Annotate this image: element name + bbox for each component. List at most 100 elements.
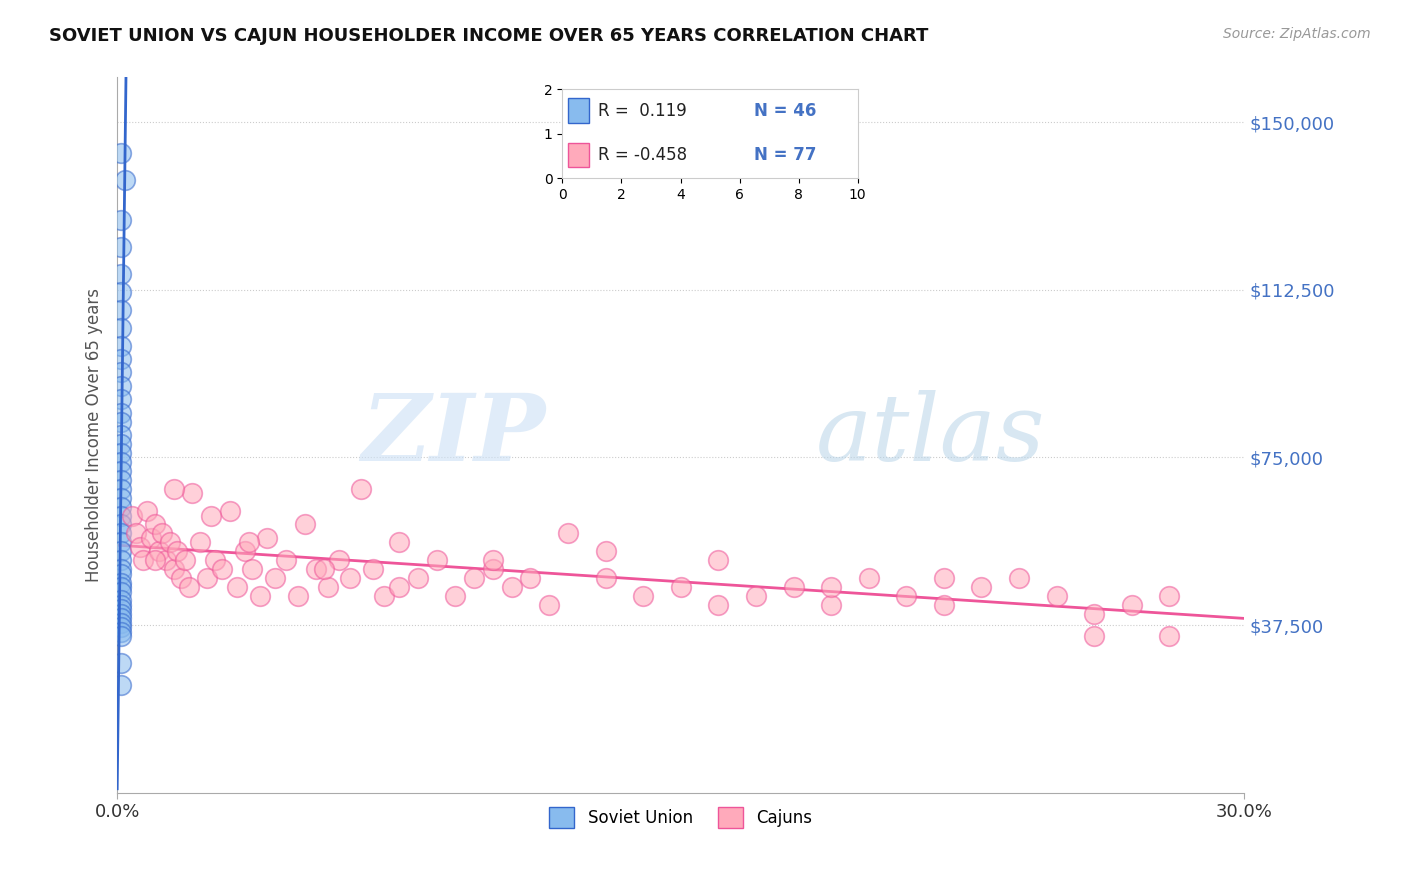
Point — [110, 584, 132, 599]
Point — [932, 571, 955, 585]
Point — [110, 491, 132, 505]
Text: ZIP: ZIP — [361, 390, 546, 480]
Point — [110, 366, 132, 380]
Point — [200, 508, 222, 523]
Point — [242, 562, 264, 576]
Point — [188, 535, 211, 549]
Point — [932, 598, 955, 612]
Point — [110, 213, 132, 227]
Point — [406, 571, 429, 585]
Point — [110, 338, 132, 352]
Point — [110, 620, 132, 634]
Point — [482, 553, 505, 567]
Point — [388, 535, 411, 549]
Point — [1083, 607, 1105, 621]
Point — [339, 571, 361, 585]
Point — [132, 553, 155, 567]
Point — [110, 611, 132, 625]
Point — [211, 562, 233, 576]
Point — [538, 598, 561, 612]
Text: R = -0.458: R = -0.458 — [598, 146, 688, 164]
Point — [820, 580, 842, 594]
Text: Source: ZipAtlas.com: Source: ZipAtlas.com — [1223, 27, 1371, 41]
Point — [155, 553, 177, 567]
Point — [305, 562, 328, 576]
Bar — [568, 98, 589, 122]
Point — [233, 544, 256, 558]
Point — [361, 562, 384, 576]
Point — [110, 482, 132, 496]
Point — [745, 589, 768, 603]
Point — [110, 379, 132, 393]
Point — [125, 526, 148, 541]
Point — [444, 589, 467, 603]
Point — [501, 580, 523, 594]
Point — [519, 571, 541, 585]
Point — [110, 392, 132, 407]
Point — [1121, 598, 1143, 612]
Point — [373, 589, 395, 603]
Point — [110, 517, 132, 532]
Point — [110, 562, 132, 576]
Point — [328, 553, 350, 567]
Point — [110, 240, 132, 254]
Point — [177, 580, 200, 594]
Point — [110, 455, 132, 469]
Point — [110, 544, 132, 558]
Point — [195, 571, 218, 585]
Point — [110, 473, 132, 487]
Point — [820, 598, 842, 612]
Point — [226, 580, 249, 594]
Point — [388, 580, 411, 594]
Point — [463, 571, 485, 585]
Point — [110, 566, 132, 581]
Point — [110, 508, 132, 523]
Point — [110, 446, 132, 460]
Point — [256, 531, 278, 545]
Point — [110, 285, 132, 299]
Point — [238, 535, 260, 549]
Point — [287, 589, 309, 603]
Point — [707, 598, 730, 612]
Point — [557, 526, 579, 541]
Point — [249, 589, 271, 603]
Legend: Soviet Union, Cajuns: Soviet Union, Cajuns — [543, 801, 818, 834]
Point — [110, 607, 132, 621]
Point — [128, 540, 150, 554]
Point — [482, 562, 505, 576]
Point — [110, 500, 132, 514]
Point — [110, 146, 132, 161]
Point — [110, 464, 132, 478]
Point — [110, 437, 132, 451]
Point — [110, 593, 132, 607]
Point — [110, 352, 132, 367]
Point — [110, 580, 132, 594]
Point — [110, 575, 132, 590]
Point — [181, 486, 204, 500]
Point — [110, 415, 132, 429]
Point — [162, 562, 184, 576]
Point — [150, 526, 173, 541]
Point — [110, 320, 132, 334]
Point — [1159, 589, 1181, 603]
Point — [669, 580, 692, 594]
Point — [166, 544, 188, 558]
Point — [110, 598, 132, 612]
Point — [1083, 629, 1105, 643]
Point — [170, 571, 193, 585]
Point — [162, 482, 184, 496]
Point — [350, 482, 373, 496]
Point — [204, 553, 226, 567]
Point — [110, 406, 132, 420]
Point — [110, 267, 132, 281]
Point — [782, 580, 804, 594]
Text: atlas: atlas — [815, 390, 1046, 480]
Point — [121, 508, 143, 523]
Point — [143, 517, 166, 532]
Point — [159, 535, 181, 549]
Point — [110, 302, 132, 317]
Text: SOVIET UNION VS CAJUN HOUSEHOLDER INCOME OVER 65 YEARS CORRELATION CHART: SOVIET UNION VS CAJUN HOUSEHOLDER INCOME… — [49, 27, 928, 45]
Text: R =  0.119: R = 0.119 — [598, 102, 686, 120]
Point — [139, 531, 162, 545]
Point — [173, 553, 195, 567]
